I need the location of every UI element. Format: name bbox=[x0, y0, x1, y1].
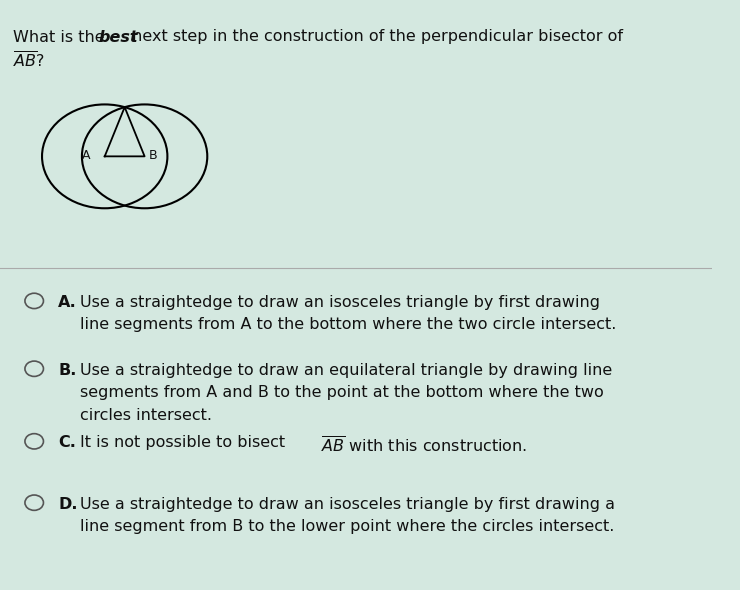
Text: A: A bbox=[82, 149, 90, 162]
Text: B: B bbox=[149, 149, 158, 162]
Text: What is the: What is the bbox=[13, 30, 110, 44]
Text: Use a straightedge to draw an equilateral triangle by drawing line: Use a straightedge to draw an equilatera… bbox=[81, 363, 613, 378]
Text: B.: B. bbox=[58, 363, 77, 378]
Text: It is not possible to bisect: It is not possible to bisect bbox=[81, 435, 291, 450]
Text: next step in the construction of the perpendicular bisector of: next step in the construction of the per… bbox=[127, 30, 623, 44]
Text: line segments from A to the bottom where the two circle intersect.: line segments from A to the bottom where… bbox=[81, 317, 617, 332]
Text: Use a straightedge to draw an isosceles triangle by first drawing a: Use a straightedge to draw an isosceles … bbox=[81, 497, 616, 512]
Text: D.: D. bbox=[58, 497, 78, 512]
Text: Use a straightedge to draw an isosceles triangle by first drawing: Use a straightedge to draw an isosceles … bbox=[81, 295, 600, 310]
Text: line segment from B to the lower point where the circles intersect.: line segment from B to the lower point w… bbox=[81, 519, 615, 534]
Text: circles intersect.: circles intersect. bbox=[81, 408, 212, 422]
Text: best: best bbox=[98, 30, 138, 44]
Text: A.: A. bbox=[58, 295, 77, 310]
Text: $\overline{AB}$?: $\overline{AB}$? bbox=[13, 51, 45, 71]
Text: segments from A and B to the point at the bottom where the two: segments from A and B to the point at th… bbox=[81, 385, 605, 400]
Text: $\overline{AB}$ with this construction.: $\overline{AB}$ with this construction. bbox=[321, 435, 528, 455]
Text: C.: C. bbox=[58, 435, 76, 450]
